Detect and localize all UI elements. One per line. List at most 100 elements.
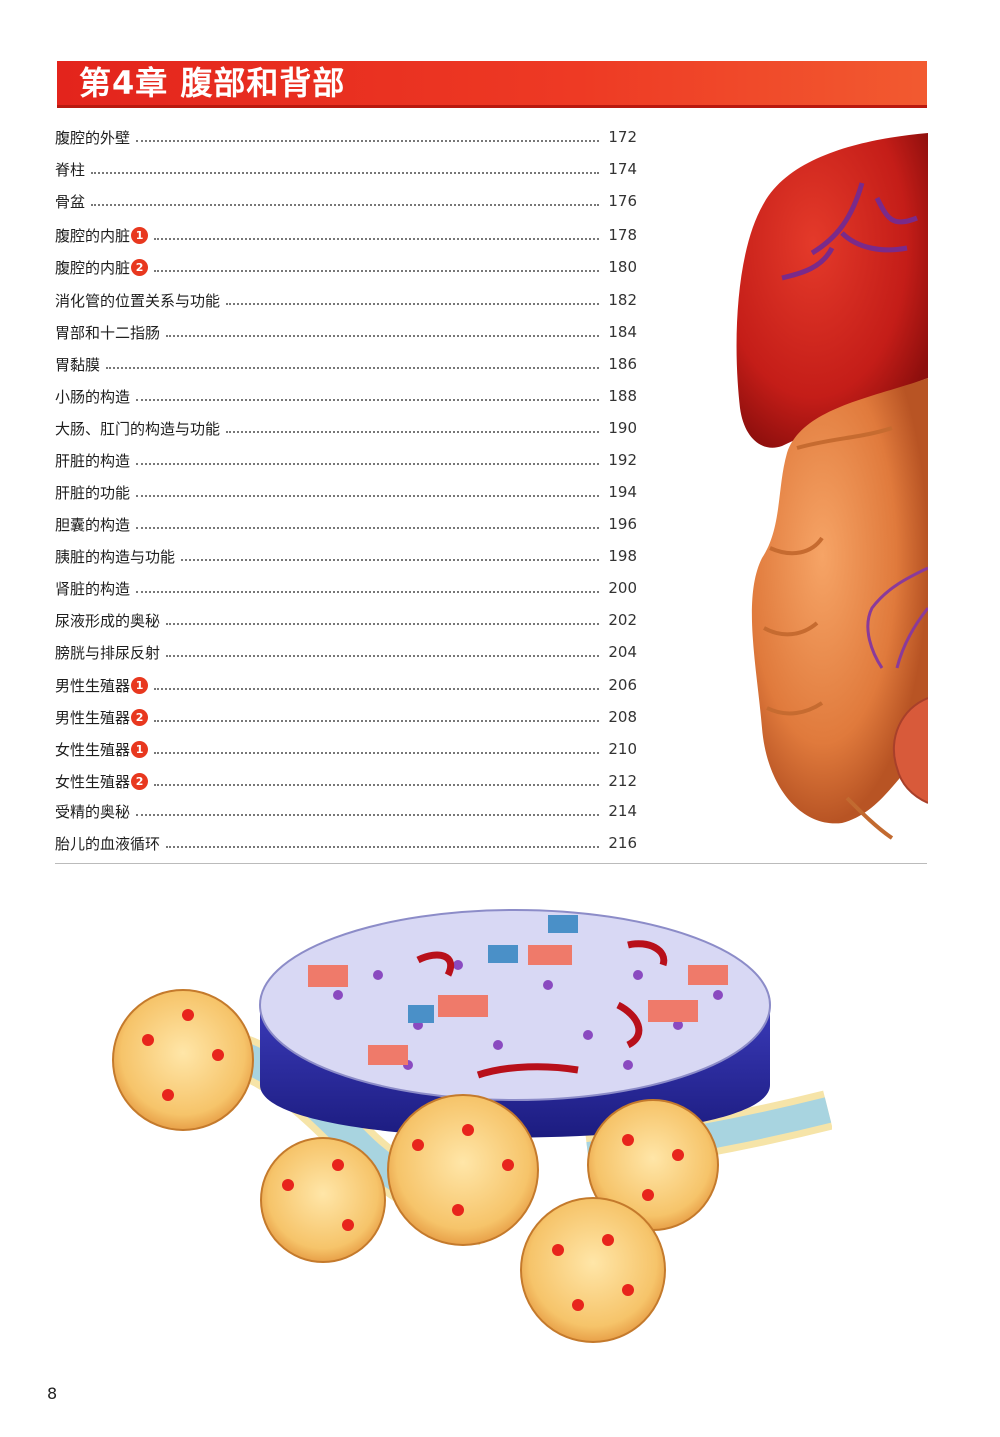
dot-leader <box>91 158 599 174</box>
chapter-banner: 第4章 腹部和背部 <box>57 61 927 105</box>
dot-leader <box>154 706 599 722</box>
dot-leader <box>154 770 599 786</box>
dot-leader <box>136 126 599 142</box>
toc-entry-label: 小肠的构造 <box>55 386 130 407</box>
pancreatic-islet-illustration <box>108 905 832 1350</box>
toc-entry[interactable]: 大肠、肛门的构造与功能 190 <box>55 416 637 440</box>
toc-page-number: 194 <box>605 483 637 501</box>
dot-leader <box>136 800 599 816</box>
toc-entry[interactable]: 膀胱与排尿反射 204 <box>55 640 637 664</box>
dot-leader <box>136 481 599 497</box>
toc-page-number: 198 <box>605 547 637 565</box>
toc-entry-title: 肝脏的构造 <box>55 450 130 471</box>
toc-entry[interactable]: 胰脏的构造与功能 198 <box>55 544 637 568</box>
toc-entry[interactable]: 肝脏的功能 194 <box>55 480 637 504</box>
part-number-badge: 1 <box>131 677 148 694</box>
toc-entry[interactable]: 尿液形成的奥秘 202 <box>55 608 637 632</box>
toc-entry-title: 骨盆 <box>55 191 85 212</box>
toc-entry-label: 腹腔的内脏 <box>55 257 130 278</box>
part-number-badge: 1 <box>131 741 148 758</box>
toc-entry[interactable]: 小肠的构造 188 <box>55 384 637 408</box>
toc-entry-label: 男性生殖器 <box>55 675 130 696</box>
toc-page-number: 200 <box>605 579 637 597</box>
toc-entry[interactable]: 男性生殖器 2 208 <box>55 705 637 729</box>
dot-leader <box>166 321 599 337</box>
abdominal-organs-illustration <box>722 108 928 843</box>
toc-page-number: 212 <box>605 772 637 790</box>
toc-page-number: 216 <box>605 834 637 852</box>
toc-entry-title: 男性生殖器 1 <box>55 675 148 696</box>
toc-entry[interactable]: 胃黏膜 186 <box>55 352 637 376</box>
toc-page-number: 172 <box>605 128 637 146</box>
toc-entry[interactable]: 胆囊的构造 196 <box>55 512 637 536</box>
toc-entry[interactable]: 肝脏的构造 192 <box>55 448 637 472</box>
toc-page-number: 184 <box>605 323 637 341</box>
toc-entry-label: 胃部和十二指肠 <box>55 322 160 343</box>
toc-entry-title: 肾脏的构造 <box>55 578 130 599</box>
dot-leader <box>166 832 599 848</box>
toc-entry-title: 消化管的位置关系与功能 <box>55 290 220 311</box>
dot-leader <box>154 738 599 754</box>
toc-entry-label: 女性生殖器 <box>55 771 130 792</box>
toc-page-number: 180 <box>605 258 637 276</box>
toc-entry[interactable]: 女性生殖器 1 210 <box>55 737 637 761</box>
toc-entry-label: 腹腔的内脏 <box>55 225 130 246</box>
toc-page-number: 174 <box>605 160 637 178</box>
toc-entry-title: 胃部和十二指肠 <box>55 322 160 343</box>
toc-entry-title: 肝脏的功能 <box>55 482 130 503</box>
part-number-badge: 2 <box>131 709 148 726</box>
toc-entry-title: 受精的奥秘 <box>55 801 130 822</box>
toc-entry-label: 胆囊的构造 <box>55 514 130 535</box>
toc-entry[interactable]: 腹腔的内脏 2 180 <box>55 255 637 279</box>
toc-entry[interactable]: 男性生殖器 1 206 <box>55 673 637 697</box>
page-number: 8 <box>47 1384 57 1403</box>
toc-entry-title: 胃黏膜 <box>55 354 100 375</box>
toc-entry-label: 男性生殖器 <box>55 707 130 728</box>
toc-entry-title: 胰脏的构造与功能 <box>55 546 175 567</box>
toc-entry-title: 腹腔的外壁 <box>55 127 130 148</box>
toc-entry-label: 脊柱 <box>55 159 85 180</box>
toc-entry-title: 腹腔的内脏 2 <box>55 257 148 278</box>
part-number-badge: 2 <box>131 773 148 790</box>
toc-entry-label: 肝脏的构造 <box>55 450 130 471</box>
toc-entry[interactable]: 女性生殖器 2 212 <box>55 769 637 793</box>
toc-entry-title: 女性生殖器 2 <box>55 771 148 792</box>
dot-leader <box>136 449 599 465</box>
toc-entry-label: 大肠、肛门的构造与功能 <box>55 418 220 439</box>
chapter-title: 第4章 腹部和背部 <box>79 63 345 103</box>
toc-entry[interactable]: 腹腔的内脏 1 178 <box>55 223 637 247</box>
dot-leader <box>226 289 599 305</box>
toc-entry-label: 胰脏的构造与功能 <box>55 546 175 567</box>
toc-page-number: 204 <box>605 643 637 661</box>
dot-leader <box>166 641 599 657</box>
dot-leader <box>154 674 599 690</box>
toc-page-number: 196 <box>605 515 637 533</box>
toc-entry-label: 尿液形成的奥秘 <box>55 610 160 631</box>
dot-leader <box>136 577 599 593</box>
toc-page-number: 190 <box>605 419 637 437</box>
toc-entry[interactable]: 腹腔的外壁 172 <box>55 125 637 149</box>
toc-entry[interactable]: 骨盆 176 <box>55 189 637 213</box>
toc-entry-title: 胆囊的构造 <box>55 514 130 535</box>
part-number-badge: 1 <box>131 227 148 244</box>
toc-page-number: 214 <box>605 802 637 820</box>
toc-entry-title: 女性生殖器 1 <box>55 739 148 760</box>
toc-page-number: 188 <box>605 387 637 405</box>
toc-entry-title: 男性生殖器 2 <box>55 707 148 728</box>
toc-entry[interactable]: 胃部和十二指肠 184 <box>55 320 637 344</box>
toc-entry-label: 女性生殖器 <box>55 739 130 760</box>
toc-entry-title: 膀胱与排尿反射 <box>55 642 160 663</box>
toc-page-number: 186 <box>605 355 637 373</box>
toc-entry[interactable]: 脊柱 174 <box>55 157 637 181</box>
toc-entry[interactable]: 受精的奥秘 214 <box>55 799 637 823</box>
toc-entry-label: 胎儿的血液循环 <box>55 833 160 854</box>
toc-entry[interactable]: 消化管的位置关系与功能 182 <box>55 288 637 312</box>
toc-entry[interactable]: 肾脏的构造 200 <box>55 576 637 600</box>
toc-entry[interactable]: 胎儿的血液循环 216 <box>55 831 637 855</box>
dot-leader <box>154 224 599 240</box>
toc-entry-title: 尿液形成的奥秘 <box>55 610 160 631</box>
dot-leader <box>181 545 599 561</box>
toc-page-number: 176 <box>605 192 637 210</box>
dot-leader <box>166 609 599 625</box>
dot-leader <box>154 256 599 272</box>
